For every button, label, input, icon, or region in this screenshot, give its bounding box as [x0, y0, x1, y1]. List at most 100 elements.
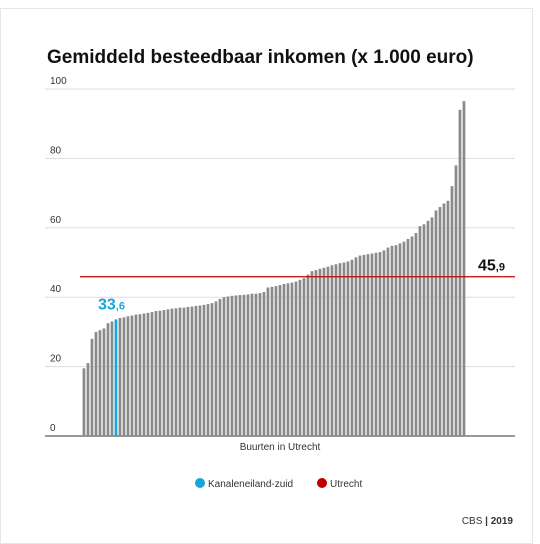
bar — [394, 245, 398, 436]
bar — [90, 338, 94, 436]
bar — [310, 271, 314, 436]
bar — [146, 312, 150, 436]
bar — [410, 236, 414, 436]
bar — [382, 250, 386, 436]
bar — [206, 304, 210, 436]
bar — [402, 241, 406, 436]
bar — [118, 318, 122, 436]
bar — [106, 323, 110, 436]
bar — [358, 255, 362, 436]
bar — [462, 101, 466, 437]
bar — [114, 319, 118, 436]
y-tick-label: 0 — [50, 423, 56, 434]
bar — [366, 254, 370, 436]
bar — [430, 217, 434, 436]
bar — [186, 306, 190, 436]
bar — [374, 252, 378, 436]
bar — [198, 305, 202, 436]
bar — [306, 274, 310, 436]
bar — [438, 206, 442, 436]
bar — [86, 363, 90, 436]
bar — [98, 330, 102, 436]
y-tick-label: 20 — [50, 354, 62, 365]
bar — [330, 265, 334, 436]
legend-swatch — [195, 478, 205, 488]
bar — [218, 298, 222, 436]
bar — [342, 262, 346, 436]
bar — [238, 295, 242, 436]
source: CBS | 2019 — [462, 516, 514, 527]
bar — [158, 310, 162, 436]
bar — [250, 293, 254, 436]
bar — [110, 321, 114, 436]
legend-label: Kanaleneiland-zuid — [208, 479, 293, 490]
bar — [286, 283, 290, 436]
y-tick-label: 100 — [50, 76, 67, 87]
bar — [130, 315, 134, 436]
bar — [362, 254, 366, 436]
bar — [418, 226, 422, 436]
bar — [282, 284, 286, 436]
bar — [122, 317, 126, 436]
bar — [182, 307, 186, 436]
bar — [194, 305, 198, 436]
bar — [354, 257, 358, 436]
bar — [226, 296, 230, 436]
bar — [378, 252, 382, 436]
bar — [242, 294, 246, 436]
y-tick-label: 40 — [50, 284, 62, 295]
bar — [442, 203, 446, 436]
bar — [234, 295, 238, 436]
bar — [334, 264, 338, 436]
bar — [278, 285, 282, 436]
bar — [450, 186, 454, 436]
legend-swatch — [317, 478, 327, 488]
bar — [166, 309, 170, 436]
bar — [134, 314, 138, 436]
bar — [298, 279, 302, 436]
bar — [426, 220, 430, 436]
bar — [142, 313, 146, 436]
bar — [138, 314, 142, 436]
bar — [318, 268, 322, 436]
bar — [222, 297, 226, 436]
bar — [170, 308, 174, 436]
chart-title: Gemiddeld besteedbaar inkomen (x 1.000 e… — [47, 47, 474, 68]
bar — [258, 293, 262, 436]
bar — [274, 286, 278, 436]
bar — [266, 287, 270, 436]
bar — [338, 263, 342, 436]
legend-label: Utrecht — [330, 479, 362, 490]
bar — [290, 282, 294, 436]
y-tick-label: 80 — [50, 145, 62, 156]
bar — [214, 301, 218, 436]
bar — [94, 331, 98, 436]
reference-label: 45,9 — [478, 258, 505, 275]
bar — [434, 210, 438, 436]
bar — [370, 253, 374, 436]
bar — [102, 328, 106, 436]
bar — [254, 293, 258, 436]
bar — [262, 291, 266, 436]
bar — [346, 261, 350, 436]
bar — [82, 368, 86, 436]
bar — [314, 270, 318, 436]
bar — [270, 286, 274, 436]
bar — [162, 310, 166, 436]
y-tick-label: 60 — [50, 215, 62, 226]
bar — [386, 247, 390, 436]
bar — [178, 307, 182, 436]
bar — [210, 303, 214, 436]
bar — [446, 200, 450, 436]
bar — [326, 266, 330, 436]
bar — [246, 294, 250, 436]
bar — [150, 312, 154, 436]
bar — [390, 245, 394, 436]
bar — [322, 267, 326, 436]
bar — [294, 281, 298, 436]
bar — [458, 109, 462, 436]
bar — [230, 295, 234, 436]
bar — [454, 165, 458, 436]
bar — [154, 311, 158, 436]
